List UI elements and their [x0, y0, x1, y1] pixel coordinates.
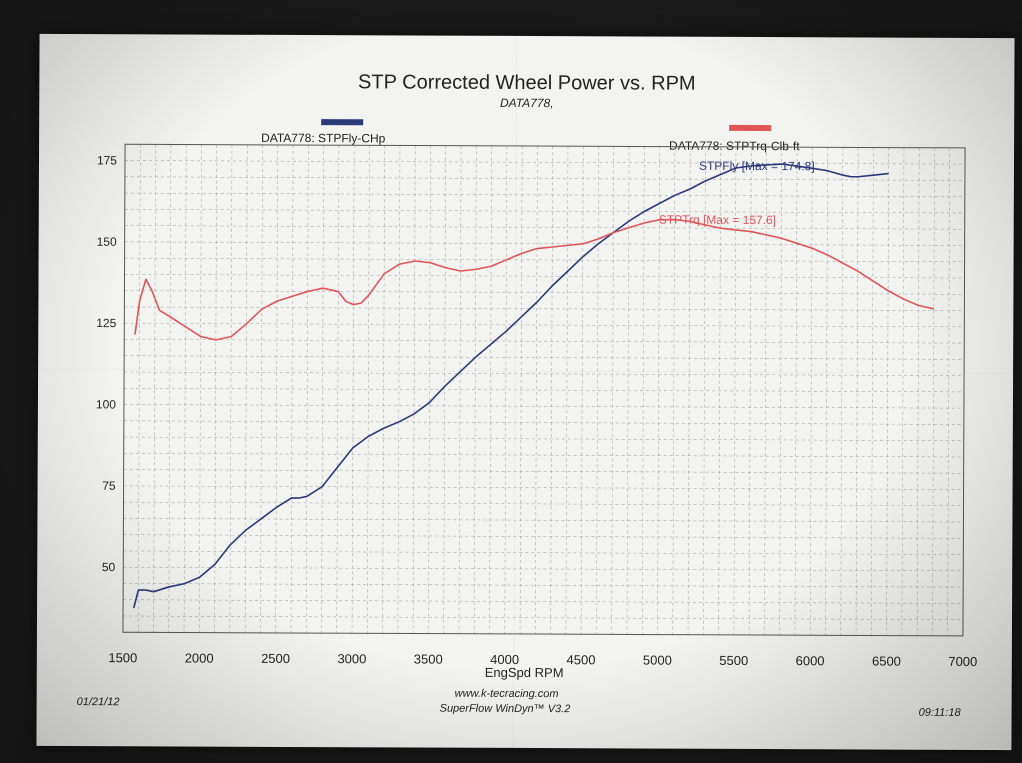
grid-line-y — [123, 518, 964, 523]
grid-line-y — [123, 599, 964, 604]
grid-line-y — [124, 322, 965, 328]
grid-line-y — [124, 241, 965, 246]
grid-line-y — [123, 404, 964, 409]
series-label-hp: STPFly [Max = 174.8] — [698, 158, 815, 174]
y-tick-label: 75 — [102, 479, 116, 493]
grid-line-y — [124, 257, 965, 263]
footer-website: www.k-tecracing.com — [454, 687, 559, 701]
x-axis-label: EngSpd RPM — [484, 664, 564, 681]
grid-line-x — [535, 146, 538, 635]
grid-line-y — [123, 566, 964, 572]
grid-line-y — [123, 583, 964, 588]
grid-line-y — [123, 534, 964, 539]
grid-line-y — [123, 453, 964, 458]
plot-frame — [122, 143, 966, 637]
x-tick-label: 3000 — [337, 651, 366, 666]
grid-line-y — [123, 485, 964, 490]
dyno-chart: 1500 2000 2500 3000 3500 4000 4500 5000 5500 6000… — [96, 143, 977, 669]
grid-line-y — [123, 550, 964, 555]
grid-line-x — [565, 146, 569, 635]
x-tick-label: 2000 — [185, 651, 214, 666]
grid-line-x — [901, 147, 905, 636]
series-line-hp — [132, 163, 889, 609]
grid-line-y — [124, 274, 965, 279]
x-tick-label: 6500 — [872, 654, 901, 669]
y-axis-ticks: 50 75 100 125 150 175 — [96, 153, 117, 574]
grid-line-y — [125, 160, 965, 165]
x-tick-label: 1500 — [108, 650, 137, 665]
grid-line-y — [123, 501, 964, 507]
grid-line-y — [124, 387, 965, 393]
grid-line-y — [124, 371, 965, 376]
grid-line-y — [123, 615, 964, 620]
x-tick-label: 4500 — [567, 652, 596, 667]
grid-line-y — [124, 339, 965, 344]
grid-line-y — [123, 420, 964, 425]
grid-line-y — [124, 192, 965, 197]
grid-line-y — [124, 209, 965, 214]
grid-line-x — [229, 144, 233, 633]
footer-software: SuperFlow WinDyn™ V3.2 — [439, 702, 571, 716]
x-tick-label: 2500 — [261, 651, 290, 666]
x-axis-ticks: 1500 2000 2500 3000 3500 4000 4500 5000 5500 6000… — [108, 650, 977, 669]
y-tick-label: 100 — [96, 397, 116, 411]
y-tick-label: 125 — [96, 316, 116, 330]
grid-line-y — [123, 436, 964, 441]
x-tick-label: 6000 — [796, 653, 825, 668]
footer-date: 01/21/12 — [76, 696, 120, 709]
x-tick-label: 4000 — [490, 652, 519, 667]
series-line-trq — [134, 218, 935, 341]
grid-line-x — [199, 144, 202, 633]
grid-line-y — [124, 355, 965, 360]
grid-line-x — [504, 145, 508, 634]
x-tick-label: 5500 — [719, 653, 748, 668]
grid-line-x — [168, 144, 172, 633]
series-lines — [132, 163, 935, 609]
grid-line-x — [840, 147, 844, 636]
footer-time: 09:11:18 — [918, 706, 961, 719]
grid-line-x — [871, 147, 874, 636]
x-tick-label: 5000 — [643, 653, 672, 668]
x-tick-label: 3500 — [414, 652, 443, 667]
grid-line-x — [367, 145, 370, 634]
y-tick-label: 150 — [97, 235, 117, 249]
grid-line-y — [124, 225, 965, 230]
dyno-printout: STP Corrected Wheel Power vs. RPM DATA77… — [36, 33, 1015, 751]
x-tick-label: 7000 — [948, 654, 977, 669]
grid-line-y — [123, 469, 964, 474]
grid-line-y — [124, 306, 965, 311]
y-tick-label: 175 — [97, 153, 117, 167]
chart-grid — [123, 144, 965, 636]
series-label-trq: STPTrq [Max = 157.6] — [658, 212, 777, 228]
grid-line-x — [336, 145, 340, 634]
grid-line-y — [124, 176, 965, 181]
grid-line-x — [397, 145, 401, 634]
y-tick-label: 50 — [102, 560, 116, 574]
